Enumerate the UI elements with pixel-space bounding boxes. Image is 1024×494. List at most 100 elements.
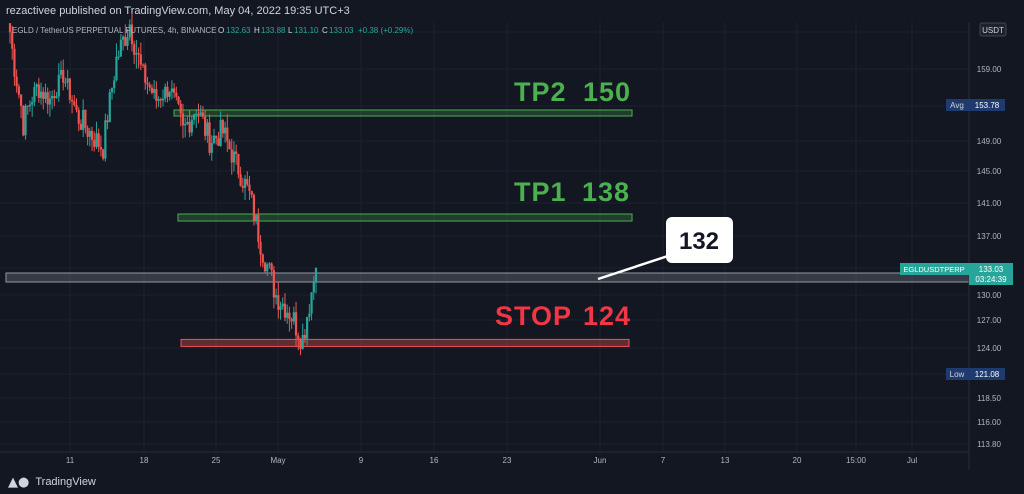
candle-body — [117, 56, 120, 58]
candle-body — [75, 105, 78, 110]
currency-badge[interactable] — [979, 22, 1007, 37]
candle-body — [277, 295, 280, 310]
legend-c-value: 133.03 — [329, 26, 354, 35]
x-tick-label: May — [270, 456, 285, 465]
legend-h-label: H — [254, 26, 260, 35]
low-label: Low — [950, 370, 965, 379]
candle-body — [55, 96, 58, 99]
stop-value: 124 — [583, 301, 631, 331]
candle-body — [206, 122, 209, 136]
candle-body — [26, 105, 29, 107]
candle-body — [106, 120, 109, 123]
candle-body — [46, 92, 49, 105]
candle-body — [297, 335, 300, 340]
x-tick-label: 25 — [212, 456, 221, 465]
y-tick-label: 149.00 — [977, 137, 1002, 146]
callout-box[interactable] — [666, 217, 733, 263]
candle-body — [237, 153, 240, 175]
candle-body — [141, 64, 145, 66]
tp1-label: TP1 — [514, 177, 567, 207]
grid — [0, 22, 969, 452]
price-chart[interactable]: TP2 150 TP1 138 STOP 124 132 113.80 116.00 118.5… — [0, 0, 1024, 470]
y-tick-label: 137.00 — [977, 232, 1002, 241]
low-price-tag: Low 121.08 — [946, 368, 1005, 380]
candle-body — [144, 64, 147, 83]
x-tick-label: 13 — [721, 456, 730, 465]
candle-body — [308, 313, 311, 317]
candle-body — [215, 135, 218, 139]
candle-body — [8, 23, 12, 33]
y-tick-label: 124.00 — [977, 344, 1002, 353]
symbol-tag-label: EGLDUSDTPERP — [903, 265, 964, 274]
x-tick-label: 11 — [66, 456, 75, 465]
candle-body — [99, 147, 103, 150]
avg-value: 153.78 — [975, 101, 1000, 110]
candle-body — [292, 312, 295, 322]
x-tick-label: Jul — [907, 456, 917, 465]
candle-body — [306, 316, 309, 339]
tradingview-logo-icon[interactable]: ▲● — [8, 474, 30, 490]
legend-h-value: 133.88 — [261, 26, 286, 35]
candle-body — [133, 44, 136, 55]
candle-body — [48, 98, 52, 105]
tp1-value: 138 — [582, 177, 630, 207]
legend-o-value: 132.63 — [226, 26, 251, 35]
candle-body — [217, 138, 220, 146]
candle-body — [157, 98, 160, 101]
low-value: 121.08 — [975, 370, 1000, 379]
candle-body — [128, 24, 131, 38]
candle-body — [24, 105, 27, 136]
candle-body — [181, 113, 185, 126]
candle-body — [148, 84, 151, 88]
candle-body — [270, 263, 273, 271]
candle-body — [175, 92, 178, 97]
candle-body — [68, 78, 71, 100]
y-tick-label: 127.00 — [977, 316, 1002, 325]
candle-body — [299, 339, 302, 349]
candle-body — [22, 105, 25, 136]
time-axis[interactable]: 11 18 25 May 9 16 23 Jun 7 13 20 15:00 Jul — [66, 456, 917, 465]
candle-body — [53, 95, 56, 99]
y-tick-label: 113.80 — [977, 440, 1001, 449]
candle-body — [135, 53, 138, 55]
candle-body — [232, 151, 236, 163]
annotations: TP2 150 TP1 138 STOP 124 132 — [495, 77, 733, 331]
candle-body — [11, 32, 14, 49]
candle-body — [33, 87, 36, 103]
last-price-value: 133.03 — [979, 265, 1004, 274]
candle-body — [243, 179, 247, 188]
candle-body — [290, 318, 293, 322]
candle-body — [90, 130, 94, 140]
last-price-tag: EGLDUSDTPERP 133.03 03:24:39 — [900, 263, 1013, 285]
candle-body — [301, 334, 304, 349]
candle-body — [115, 56, 118, 81]
candle-body — [130, 24, 134, 45]
x-tick-label: Jun — [594, 456, 607, 465]
tp2-value: 150 — [583, 77, 631, 107]
candle-body — [179, 103, 182, 114]
candle-body — [104, 120, 107, 159]
level-zones — [5, 109, 970, 347]
candle-body — [66, 78, 69, 83]
candle-body — [97, 133, 100, 148]
tp2-zone — [173, 109, 633, 117]
candle-body — [259, 241, 262, 255]
stop-label: STOP — [495, 301, 572, 331]
avg-price-tag: Avg 153.78 — [946, 99, 1005, 111]
candle-body — [272, 270, 275, 298]
publisher-bar: rezactivee published on TradingView.com,… — [0, 0, 1024, 22]
candle-body — [39, 91, 43, 98]
candle-body — [177, 96, 180, 104]
candle-body — [197, 113, 200, 115]
candle-body — [119, 39, 122, 57]
candle-body — [139, 54, 142, 65]
candle-body — [221, 119, 224, 134]
current-level-band — [5, 272, 970, 283]
tp1-zone — [177, 213, 633, 222]
candle-body — [153, 89, 156, 93]
x-tick-label: 18 — [140, 456, 149, 465]
x-tick-label: 7 — [661, 456, 666, 465]
candle-body — [44, 92, 47, 99]
footer-brand[interactable]: TradingView — [35, 476, 96, 488]
